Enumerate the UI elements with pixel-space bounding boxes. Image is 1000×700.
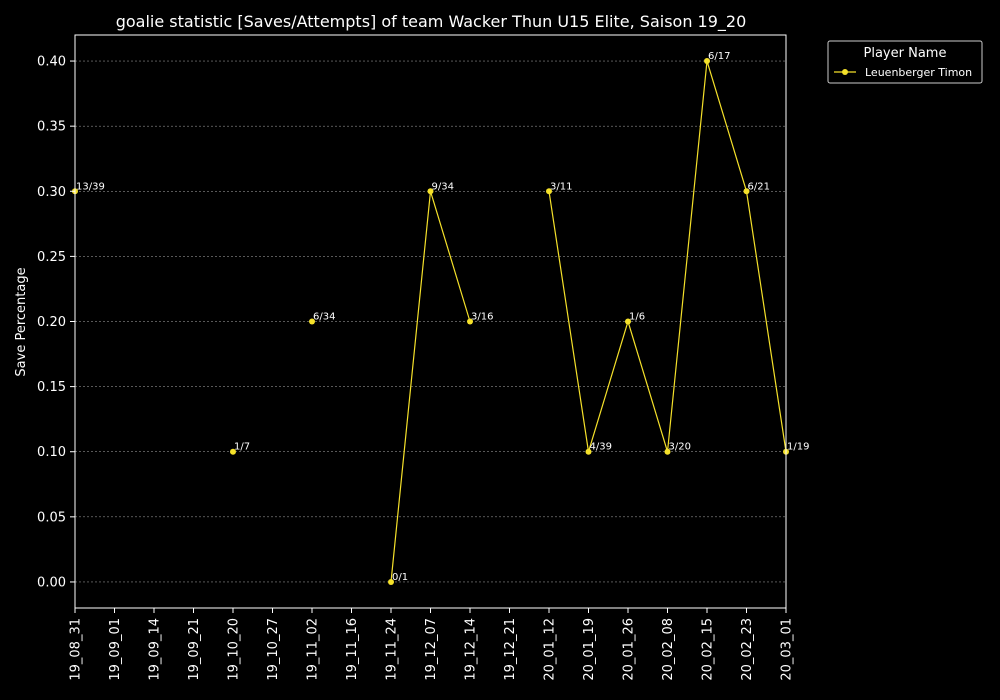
x-tick-label: 20_02_15 xyxy=(701,618,716,681)
x-tick-label: 19_11_24 xyxy=(385,618,400,681)
data-label: 6/21 xyxy=(748,181,770,192)
data-point xyxy=(704,58,710,65)
axes: 0.00 0.05 0.10 0.15 0.20 0.25 0.30 0.35 0.40 19_0… xyxy=(37,34,795,681)
data-point xyxy=(743,188,750,195)
x-tick-label: 19_08_31 xyxy=(69,618,84,681)
data-label: 6/34 xyxy=(313,312,335,323)
x-tick-label: 19_11_16 xyxy=(345,618,360,681)
x-tick-label: 19_12_21 xyxy=(503,618,518,681)
y-tick-label: 0.25 xyxy=(37,250,66,265)
x-tick-label: 19_09_21 xyxy=(187,618,202,681)
data-label: 6/17 xyxy=(708,51,730,62)
y-tick-label: 0.10 xyxy=(37,445,66,460)
data-label: 3/20 xyxy=(669,442,691,453)
x-tick-label: 20_01_19 xyxy=(582,618,597,681)
legend-entry: Leuenberger Timon xyxy=(865,66,972,79)
data-label: 9/34 xyxy=(432,181,454,192)
data-point xyxy=(467,318,473,325)
chart-title: goalie statistic [Saves/Attempts] of tea… xyxy=(116,12,747,32)
y-tick-label: 0.30 xyxy=(37,185,66,200)
plot-frame xyxy=(74,34,787,609)
y-tick-label: 0.20 xyxy=(37,315,66,330)
y-tick-label: 0.05 xyxy=(37,510,66,525)
data-label: 13/39 xyxy=(76,181,105,192)
series-layer: 13/39 1/7 6/34 0/1 9/34 3/16 3/11 4/39 1/6 3/20 6/… xyxy=(72,51,809,585)
data-label: 4/39 xyxy=(590,442,612,453)
x-tick-label: 20_01_12 xyxy=(543,618,558,681)
data-label: 1/6 xyxy=(629,312,645,323)
data-point xyxy=(664,448,671,455)
data-label: 1/7 xyxy=(234,442,250,453)
x-tick-label: 19_12_14 xyxy=(464,618,479,681)
legend-title: Player Name xyxy=(864,46,947,61)
data-point xyxy=(427,188,434,195)
data-point xyxy=(625,318,631,325)
x-tick-label: 20_03_01 xyxy=(780,618,795,681)
y-tick-label: 0.00 xyxy=(37,575,66,590)
y-tick-label: 0.35 xyxy=(37,120,66,135)
y-axis-label: Save Percentage xyxy=(14,267,29,376)
x-tick-label: 20_01_26 xyxy=(622,618,637,681)
legend-box xyxy=(827,40,983,84)
legend-marker xyxy=(842,69,848,75)
y-tick-label: 0.40 xyxy=(37,55,66,70)
x-tick-label: 19_09_14 xyxy=(148,618,163,681)
data-point xyxy=(309,318,315,325)
data-point xyxy=(388,578,394,585)
x-tick-label: 19_12_07 xyxy=(424,618,439,681)
x-tick-label: 19_10_27 xyxy=(266,618,281,681)
legend: Player Name Leuenberger Timon xyxy=(827,40,983,84)
x-tick-label: 20_02_08 xyxy=(661,618,676,681)
data-label: 1/19 xyxy=(787,442,809,453)
x-tick-label: 19_10_20 xyxy=(227,618,242,681)
data-point xyxy=(546,188,552,195)
data-point xyxy=(585,448,592,455)
data-label: 0/1 xyxy=(392,572,408,583)
x-tick-label: 20_02_23 xyxy=(740,618,755,681)
y-tick-label: 0.15 xyxy=(37,380,66,395)
data-label: 3/16 xyxy=(471,312,493,323)
x-tick-label: 19_09_01 xyxy=(108,618,123,681)
x-tick-label: 19_11_02 xyxy=(306,618,321,681)
series-line: 13/39 1/7 6/34 0/1 9/34 3/16 3/11 4/39 1/6 3/20 6/… xyxy=(72,51,809,585)
data-point xyxy=(230,448,236,455)
data-label: 3/11 xyxy=(550,181,572,192)
